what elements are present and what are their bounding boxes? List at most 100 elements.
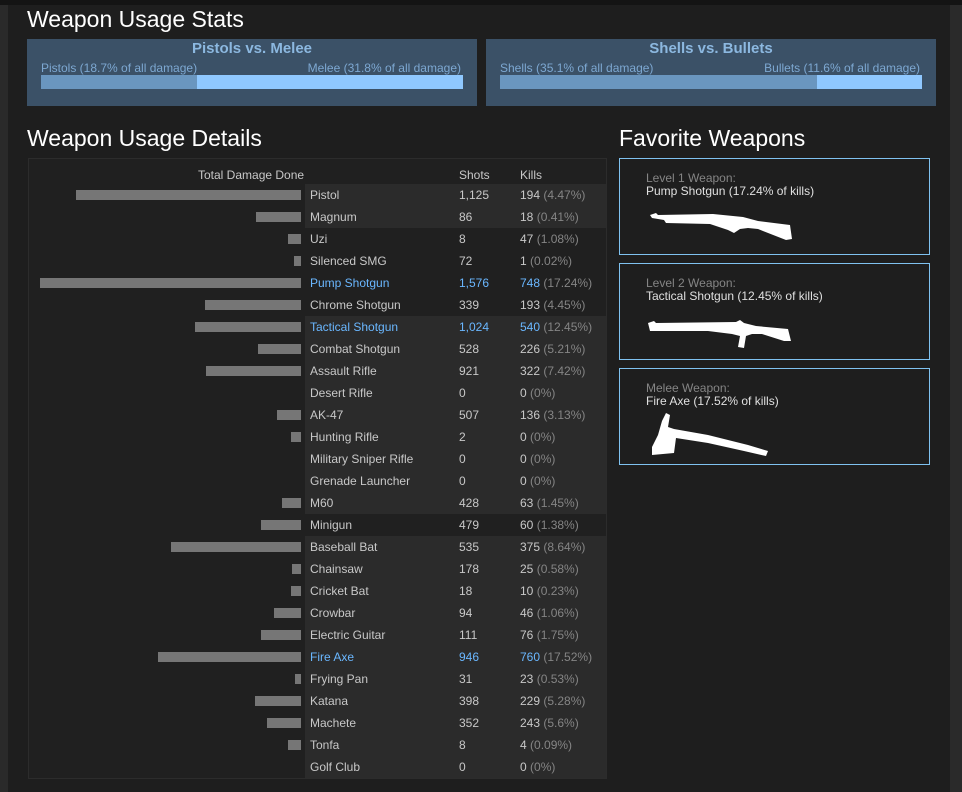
row-background (305, 404, 606, 426)
ratio-bar (41, 75, 463, 89)
kills-cell: 136 (3.13%) (520, 408, 585, 422)
ratio-fill (41, 75, 198, 89)
kills-percent: (0.41%) (536, 210, 579, 224)
right-label: Melee (31.8% of all damage) (307, 61, 461, 75)
shots-value: 18 (459, 584, 473, 598)
weapon-name: Golf Club (310, 760, 361, 774)
panel-title: Pistols vs. Melee (191, 40, 313, 57)
kills-value: 0 (520, 430, 527, 444)
table-row: Machete 352 243 (5.6%) (29, 712, 606, 734)
weapon-name: Combat Shotgun (310, 342, 401, 356)
weapon-name: Pistol (310, 188, 340, 202)
left-border (0, 5, 8, 792)
row-background (305, 470, 606, 492)
damage-bar (195, 322, 301, 332)
table-row: Military Sniper Rifle 0 0 (0%) (29, 448, 606, 470)
row-background (305, 690, 606, 712)
table-row: Combat Shotgun 528 226 (5.21%) (29, 338, 606, 360)
damage-bar (295, 674, 301, 684)
kills-percent: (3.13%) (543, 408, 586, 422)
fire-axe-icon (652, 413, 768, 456)
damage-bar (256, 212, 301, 222)
kills-percent: (0%) (530, 386, 556, 400)
row-background (305, 360, 606, 382)
shots-value: 8 (459, 738, 466, 752)
table-row: Cricket Bat 18 10 (0.23%) (29, 580, 606, 602)
damage-bar (288, 234, 301, 244)
kills-value: 60 (520, 518, 534, 532)
kills-percent: (5.28%) (543, 694, 586, 708)
kills-cell: 229 (5.28%) (520, 694, 585, 708)
weapon-name: Electric Guitar (310, 628, 386, 642)
damage-bar (294, 256, 301, 266)
table-row: Silenced SMG 72 1 (0.02%) (29, 250, 606, 272)
pump-shotgun-icon (650, 213, 792, 240)
kills-value: 0 (520, 452, 527, 466)
weapon-name: Baseball Bat (310, 540, 378, 554)
table-row: Magnum 86 18 (0.41%) (29, 206, 606, 228)
shots-value: 1,576 (459, 276, 490, 290)
fav-label: Level 2 Weapon: (646, 276, 736, 290)
row-background (305, 448, 606, 470)
kills-cell: 25 (0.58%) (520, 562, 579, 576)
damage-bar (292, 564, 301, 574)
kills-value: 193 (520, 298, 541, 312)
fav-weapon: Pump Shotgun (17.24% of kills) (646, 184, 815, 198)
kills-percent: (12.45%) (543, 320, 593, 334)
kills-cell: 0 (0%) (520, 760, 555, 774)
table-row: Tactical Shotgun 1,024 540 (12.45%) (29, 316, 606, 338)
weapon-name: M60 (310, 496, 334, 510)
shots-value: 507 (459, 408, 480, 422)
favorite-level2: Level 2 Weapon: Tactical Shotgun (12.45%… (619, 263, 930, 360)
right-scrollbar[interactable] (950, 5, 962, 792)
damage-bar (255, 696, 301, 706)
favorite-level1: Level 1 Weapon: Pump Shotgun (17.24% of … (619, 158, 930, 255)
kills-value: 0 (520, 386, 527, 400)
damage-bar (282, 498, 301, 508)
shots-value: 479 (459, 518, 480, 532)
weapon-name: Magnum (310, 210, 357, 224)
kills-value: 136 (520, 408, 541, 422)
weapon-name: Chainsaw (310, 562, 363, 576)
shots-value: 535 (459, 540, 480, 554)
shots-value: 2 (459, 430, 466, 444)
panel-title: Shells vs. Bullets (649, 40, 773, 57)
row-background (305, 426, 606, 448)
kills-percent: (7.42%) (543, 364, 586, 378)
row-background (305, 602, 606, 624)
left-label: Pistols (18.7% of all damage) (41, 61, 198, 75)
kills-percent: (0.09%) (530, 738, 573, 752)
kills-cell: 0 (0%) (520, 430, 555, 444)
kills-percent: (1.38%) (536, 518, 579, 532)
kills-cell: 0 (0%) (520, 452, 555, 466)
table-row: Hunting Rifle 2 0 (0%) (29, 426, 606, 448)
weapon-name: Tonfa (310, 738, 340, 752)
kills-cell: 243 (5.6%) (520, 716, 579, 730)
kills-percent: (8.64%) (543, 540, 586, 554)
favorites-title: Favorite Weapons (619, 125, 806, 151)
fav-label: Level 1 Weapon: (646, 171, 736, 185)
kills-percent: (4.45%) (543, 298, 586, 312)
shots-value: 0 (459, 474, 466, 488)
shells-vs-bullets-panel: Shells vs. Bullets Shells (35.1% of all … (486, 39, 936, 106)
kills-percent: (1.45%) (536, 496, 579, 510)
row-background (305, 668, 606, 690)
table-row: Golf Club 0 0 (0%) (29, 756, 606, 778)
fav-weapon: Fire Axe (17.52% of kills) (646, 394, 779, 408)
kills-value: 46 (520, 606, 534, 620)
damage-bar (205, 300, 301, 310)
weapon-name: Grenade Launcher (310, 474, 411, 488)
kills-cell: 10 (0.23%) (520, 584, 579, 598)
weapon-name: Chrome Shotgun (310, 298, 401, 312)
kills-value: 375 (520, 540, 541, 554)
tactical-shotgun-icon (648, 320, 791, 348)
shots-value: 1,125 (459, 188, 490, 202)
weapon-name: Minigun (310, 518, 353, 532)
damage-bar (277, 410, 301, 420)
kills-percent: (5.21%) (543, 342, 586, 356)
kills-cell: 375 (8.64%) (520, 540, 585, 554)
weapon-name: Katana (310, 694, 349, 708)
right-label: Bullets (11.6% of all damage) (764, 61, 920, 75)
table-row: Chainsaw 178 25 (0.58%) (29, 558, 606, 580)
weapon-name: Uzi (310, 232, 328, 246)
